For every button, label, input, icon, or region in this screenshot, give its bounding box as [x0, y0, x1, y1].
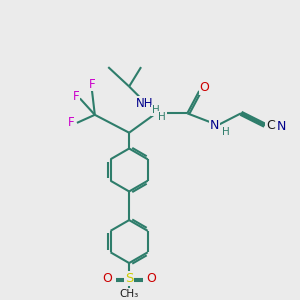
Text: O: O: [200, 82, 209, 94]
Text: H: H: [152, 105, 160, 115]
Text: H: H: [222, 127, 229, 137]
Text: N: N: [277, 120, 286, 133]
Text: N: N: [209, 119, 219, 132]
Text: C: C: [266, 119, 274, 132]
Text: O: O: [146, 272, 156, 285]
Text: F: F: [68, 116, 75, 129]
Text: O: O: [102, 272, 112, 285]
Text: F: F: [73, 90, 80, 103]
Text: CH₃: CH₃: [119, 289, 139, 299]
Text: F: F: [88, 78, 95, 91]
Text: NH: NH: [136, 97, 153, 110]
Text: S: S: [125, 272, 133, 285]
Text: H: H: [158, 112, 166, 122]
